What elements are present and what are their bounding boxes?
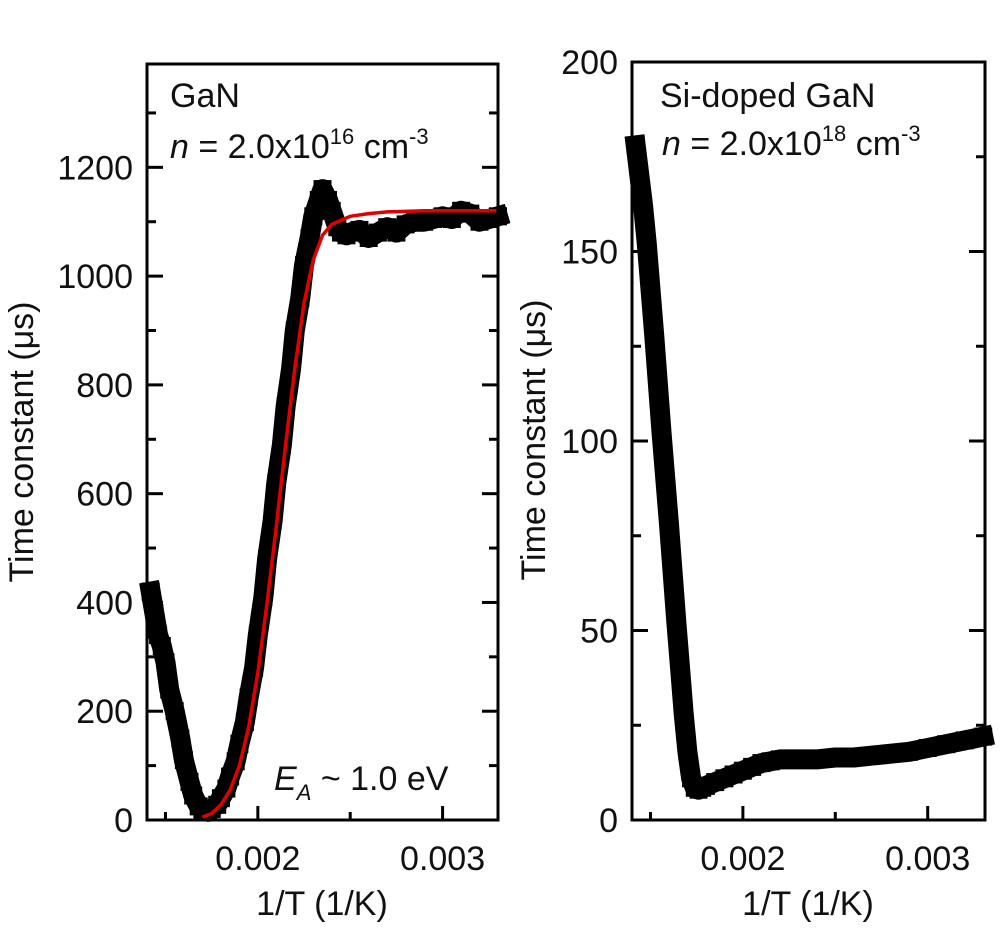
gan-plot-frame [145,62,500,822]
ea-subscript: A [295,780,312,805]
gan-carrier-density: n = 2.0x1016 cm-3 [170,124,429,166]
si-gan-data-band [624,134,996,800]
si-gan-data-point [663,564,682,583]
gan-data-point [272,435,291,454]
si-gan-data-point [630,166,649,185]
si-gan-data-point [863,746,882,765]
gan-y-tick-label: 1000 [57,258,133,296]
si-gan-data-point [648,375,667,394]
si-gan-data-point [641,280,660,299]
panel-si-doped-gan: 0.002 0.003 0 50 100 150 200 Si-doped GaN n = … [515,44,996,923]
si-gan-data-point [826,748,845,767]
gan-x-tick-label: 0.002 [215,840,300,878]
si-gan-n-value: = 2.0x10 [681,125,822,163]
si-gan-data-point [637,234,656,253]
si-gan-y-axis-title: Time constant (μs) [515,300,553,581]
si-gan-data-point [807,750,826,769]
gan-ticks [147,111,498,822]
gan-y-tick-label: 800 [76,367,133,405]
gan-fit-curve [201,209,498,819]
si-gan-carrier-density: n = 2.0x1018 cm-3 [662,121,921,163]
si-gan-data-point [900,742,919,761]
gan-data-marks [139,179,511,822]
gan-data-point [141,582,160,601]
si-gan-data-point [844,748,863,767]
si-gan-data-point [656,469,675,488]
si-gan-n-symbol: n [662,125,681,163]
si-gan-x-tick-label: 0.002 [700,840,785,878]
si-gan-n-exponent: 18 [822,121,846,146]
si-gan-y-tick-label: 0 [599,802,618,840]
activation-energy-label: EA ~ 1.0 eV [274,760,449,805]
gan-data-band [139,179,511,822]
gan-data-point [304,207,323,226]
ea-value: ~ 1.0 eV [311,760,448,798]
gan-n-unit: cm [354,128,409,166]
si-gan-data-point [789,750,808,769]
gan-x-tick-label: 0.003 [400,840,485,878]
si-gan-x-tick-label: 0.003 [885,840,970,878]
gan-n-symbol: n [170,128,189,166]
ea-symbol: E [274,760,297,798]
gan-y-tick-label: 1200 [57,149,133,187]
si-gan-n-unit: cm [846,125,901,163]
gan-x-axis-title: 1/T (1/K) [256,885,388,923]
gan-n-value: = 2.0x10 [189,128,330,166]
si-gan-data-point [667,613,686,632]
si-gan-y-tick-label: 50 [580,613,618,651]
gan-data-point [160,680,179,699]
si-gan-data-point [678,742,697,761]
gan-y-tick-label: 400 [76,584,133,622]
gan-data-point [145,604,164,623]
si-gan-y-tick-label: 100 [561,423,618,461]
gan-data-point [300,229,319,247]
si-gan-data-point [674,704,693,723]
si-gan-data-point [626,136,645,155]
si-gan-data-point [671,659,690,678]
si-gan-data-point [881,744,900,763]
si-gan-data-point [937,735,956,754]
gan-y-tick-label: 0 [114,802,133,840]
gan-y-axis-title: Time constant (μs) [3,302,41,583]
si-gan-y-tick-label: 200 [561,44,618,82]
si-gan-data-point [955,731,974,750]
gan-n-unit-exponent: -3 [409,124,429,149]
gan-sample-label: GaN [170,77,240,115]
gan-n-exponent: 16 [330,124,354,149]
gan-data-point [156,653,175,672]
gan-data-point [180,772,199,791]
si-gan-x-axis-title: 1/T (1/K) [742,885,874,923]
gan-data-point [152,637,171,655]
si-gan-data-point [660,515,678,534]
gan-data-point [322,201,341,220]
si-gan-tick-labels: 0.002 0.003 0 50 100 150 200 [561,44,970,878]
gan-y-tick-label: 600 [76,476,133,514]
si-gan-data-marks [624,134,996,800]
gan-data-point [174,751,193,770]
gan-data-point [171,729,190,748]
gan-tick-labels: 0.002 0.003 0 200 400 600 800 1000 1200 [57,149,485,878]
si-gan-y-tick-label: 150 [561,234,618,272]
si-gan-data-point [918,739,937,757]
si-gan-ticks [632,155,985,822]
gan-data-point [295,256,313,275]
si-gan-data-point [634,197,653,215]
si-gan-data-point [974,727,993,746]
panel-gan: 0.002 0.003 0 200 400 600 800 1000 1200 GaN n = … [3,62,511,923]
si-gan-data-point [645,325,664,344]
si-gan-sample-label: Si-doped GaN [660,77,875,115]
gan-fit-line [201,209,498,819]
si-gan-data-point [652,424,671,443]
gan-y-tick-label: 200 [76,693,133,731]
gan-data-point [165,702,184,721]
si-gan-n-unit-exponent: -3 [901,121,921,146]
